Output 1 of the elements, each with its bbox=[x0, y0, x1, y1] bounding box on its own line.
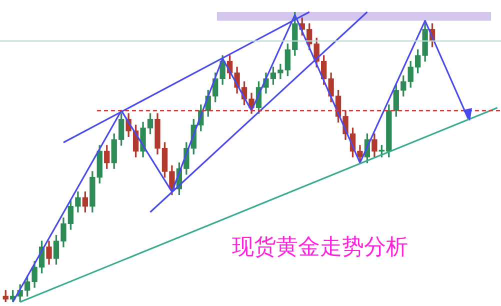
text: 现货黄金走势分析 bbox=[232, 234, 408, 262]
